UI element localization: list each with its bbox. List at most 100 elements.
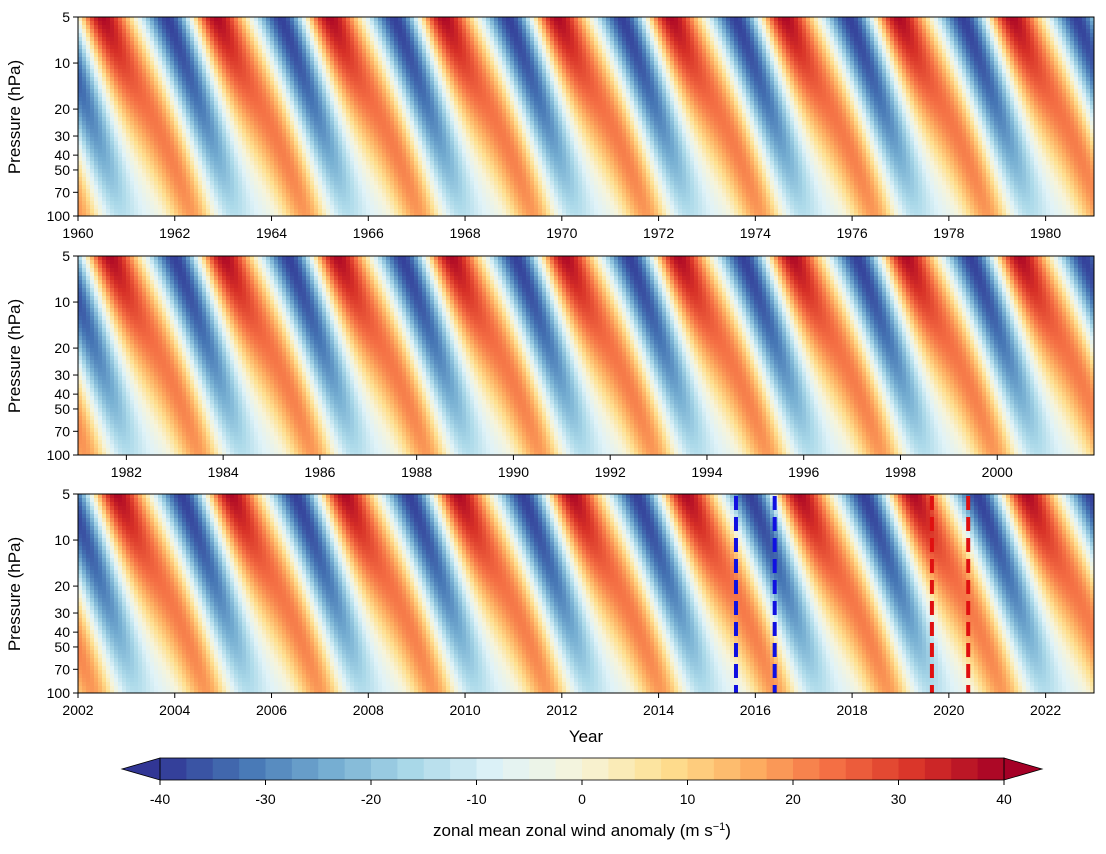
field-cell [542,89,547,94]
field-cell [650,77,655,82]
field-cell [686,85,691,90]
field-cell [270,33,275,38]
field-cell [922,37,927,42]
field-cell [1018,53,1023,58]
field-cell [558,93,563,98]
field-cell [498,57,503,62]
field-cell [958,21,963,26]
field-cell [730,73,735,78]
field-cell [974,81,979,86]
field-cell [802,89,807,94]
field-cell [570,29,575,34]
field-cell [310,73,315,78]
field-cell [366,57,371,62]
field-cell [530,53,535,58]
field-cell [158,77,163,82]
field-cell [686,81,691,86]
field-cell [998,41,1003,46]
field-cell [358,85,363,90]
field-cell [842,41,847,46]
field-cell [902,53,907,58]
field-cell [710,57,715,62]
field-cell [718,93,723,98]
field-cell [654,93,659,98]
field-cell [702,93,707,98]
field-cell [534,45,539,50]
field-cell [838,81,843,86]
field-cell [234,53,239,58]
field-cell [758,69,763,74]
field-cell [190,25,195,30]
field-cell [146,61,151,66]
field-cell [382,65,387,70]
field-cell [890,33,895,38]
field-cell [350,69,355,74]
field-cell [346,33,351,38]
field-cell [198,77,203,82]
field-cell [226,81,231,86]
field-cell [790,41,795,46]
field-cell [582,25,587,30]
field-cell [718,17,723,22]
field-cell [178,69,183,74]
field-cell [534,77,539,82]
field-cell [78,65,83,70]
field-cell [322,93,327,98]
field-cell [534,61,539,66]
field-cell [534,29,539,34]
field-cell [810,69,815,74]
field-cell [214,93,219,98]
field-cell [806,37,811,42]
field-cell [866,25,871,30]
field-cell [882,17,887,22]
field-cell [702,81,707,86]
field-cell [842,61,847,66]
field-cell [802,21,807,26]
field-cell [114,81,119,86]
field-cell [418,65,423,70]
field-cell [734,29,739,34]
field-cell [358,81,363,86]
field-cell [742,17,747,22]
field-cell [198,73,203,78]
field-cell [278,65,283,70]
field-cell [378,89,383,94]
field-cell [222,69,227,74]
field-cell [862,33,867,38]
field-cell [454,73,459,78]
field-cell [694,81,699,86]
field-cell [1046,41,1051,46]
field-cell [542,49,547,54]
field-cell [502,85,507,90]
field-cell [866,29,871,34]
field-cell [906,33,911,38]
field-cell [326,49,331,54]
field-cell [802,29,807,34]
field-cell [438,45,443,50]
field-cell [674,73,679,78]
field-cell [438,49,443,54]
field-cell [282,33,287,38]
field-cell [1086,89,1091,94]
field-cell [246,65,251,70]
field-cell [982,21,987,26]
field-cell [398,37,403,42]
field-cell [498,25,503,30]
field-cell [118,81,123,86]
field-cell [750,57,755,62]
field-cell [802,69,807,74]
field-cell [434,45,439,50]
field-cell [258,93,263,98]
field-cell [918,21,923,26]
field-cell [606,53,611,58]
field-cell [1074,57,1079,62]
field-cell [314,65,319,70]
field-cell [746,89,751,94]
field-cell [418,49,423,54]
field-cell [574,49,579,54]
field-cell [238,53,243,58]
field-cell [806,17,811,22]
field-cell [578,49,583,54]
field-cell [626,25,631,30]
field-cell [870,17,875,22]
